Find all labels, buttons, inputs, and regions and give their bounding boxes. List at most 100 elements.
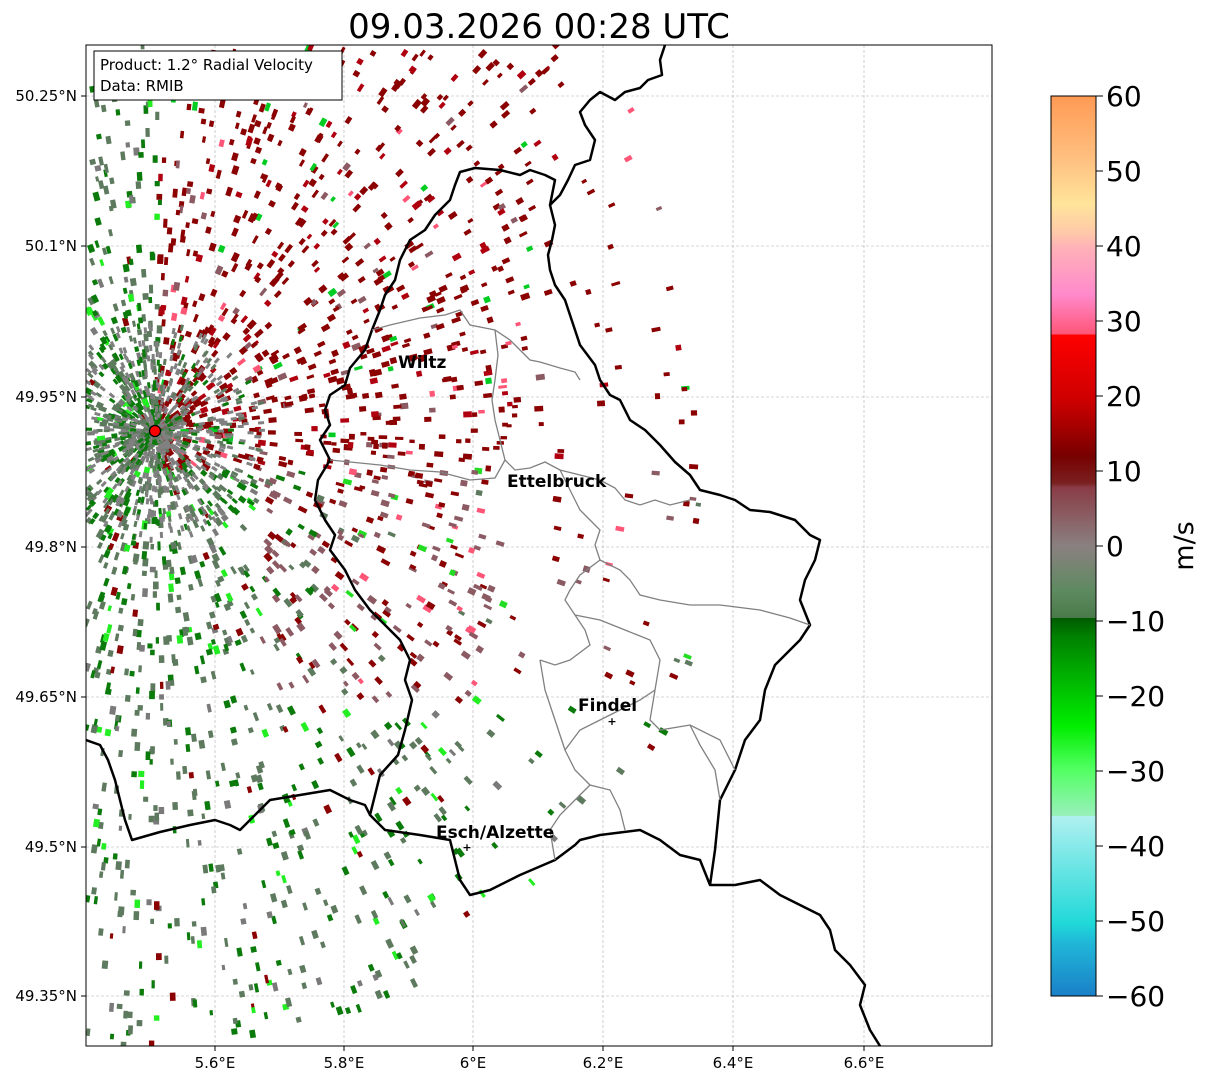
echo-pixel xyxy=(420,93,428,100)
echo-pixel xyxy=(121,394,128,402)
echo-pixel xyxy=(505,340,512,346)
echo-pixel xyxy=(692,517,700,525)
echo-pixel xyxy=(479,349,487,355)
place-label-findel: Findel xyxy=(578,696,637,716)
echo-pixel xyxy=(144,371,149,378)
echo-pixel xyxy=(352,203,362,213)
echo-pixel xyxy=(358,405,367,412)
echo-pixel xyxy=(463,775,473,785)
echo-pixel xyxy=(330,131,337,139)
echo-pixel xyxy=(160,405,168,413)
echo-pixel xyxy=(269,276,280,287)
echo-pixel xyxy=(378,435,388,440)
echo-pixel xyxy=(132,452,140,460)
echo-pixel xyxy=(121,597,128,606)
echo-pixel xyxy=(249,1029,257,1039)
echo-pixel xyxy=(139,780,145,789)
echo-pixel xyxy=(121,416,129,422)
echo-pixel xyxy=(464,805,471,812)
echo-pixel xyxy=(249,627,256,634)
echo-pixel xyxy=(519,214,528,223)
echo-pixel xyxy=(132,609,139,617)
colorbar-tick-label: 60 xyxy=(1106,80,1142,113)
echo-pixel xyxy=(388,796,397,806)
echo-pixel xyxy=(424,753,432,762)
echo-pixel xyxy=(255,962,261,972)
echo-pixel xyxy=(184,413,192,421)
echo-pixel xyxy=(148,297,153,304)
echo-pixel xyxy=(127,430,134,435)
echo-pixel xyxy=(174,501,179,508)
echo-pixel xyxy=(225,435,232,439)
echo-pixel xyxy=(249,427,258,432)
echo-pixel xyxy=(315,498,325,508)
echo-pixel xyxy=(249,456,256,462)
echo-pixel xyxy=(197,393,207,402)
echo-pixel xyxy=(155,953,162,961)
echo-pixel xyxy=(210,638,216,645)
radar-echoes xyxy=(86,45,702,1046)
echo-pixel xyxy=(135,370,140,378)
echo-pixel xyxy=(229,695,238,704)
echo-pixel xyxy=(381,599,389,607)
echo-pixel xyxy=(110,316,119,325)
echo-pixel xyxy=(124,120,131,127)
echo-pixel xyxy=(436,307,445,314)
echo-pixel xyxy=(205,621,213,630)
echo-pixel xyxy=(242,421,249,426)
echo-pixel xyxy=(416,621,424,628)
echo-pixel xyxy=(130,457,137,464)
echo-pixel xyxy=(111,433,118,439)
echo-pixel xyxy=(643,721,652,729)
echo-pixel xyxy=(423,332,431,339)
echo-pixel xyxy=(336,534,345,541)
echo-pixel xyxy=(274,182,283,190)
echo-pixel xyxy=(99,640,108,651)
echo-pixel xyxy=(133,520,138,528)
echo-pixel xyxy=(257,421,265,425)
echo-pixel xyxy=(154,405,159,413)
echo-pixel xyxy=(180,448,187,455)
echo-pixel xyxy=(210,670,217,680)
echo-pixel xyxy=(263,552,273,562)
echo-pixel xyxy=(182,475,189,483)
echo-pixel xyxy=(450,376,458,383)
lon-tick-label: 5.6°E xyxy=(195,1054,236,1072)
echo-pixel xyxy=(295,609,304,618)
echo-pixel xyxy=(258,477,265,483)
echo-pixel xyxy=(558,801,567,809)
echo-pixel xyxy=(101,782,107,792)
echo-pixel xyxy=(395,514,403,521)
echo-pixel xyxy=(299,964,307,974)
echo-pixel xyxy=(147,416,153,423)
echo-pixel xyxy=(139,644,145,652)
echo-pixel xyxy=(323,372,331,378)
echo-pixel xyxy=(438,101,446,109)
echo-pixel xyxy=(352,69,361,78)
echo-pixel xyxy=(263,1011,269,1020)
echo-pixel xyxy=(409,563,417,571)
echo-pixel xyxy=(115,109,121,116)
echo-pixel xyxy=(497,202,507,211)
info-box: Product: 1.2° Radial Velocity Data: RMIB xyxy=(93,50,343,101)
echo-pixel xyxy=(114,633,120,642)
echo-pixel xyxy=(95,401,104,410)
echo-pixel xyxy=(165,680,171,690)
echo-pixel xyxy=(90,844,98,854)
echo-pixel xyxy=(168,478,174,486)
echo-pixel xyxy=(201,136,207,143)
echo-pixel xyxy=(122,434,132,439)
echo-pixel xyxy=(135,428,142,432)
echo-pixel xyxy=(363,318,370,324)
echo-pixel xyxy=(410,684,420,694)
echo-pixel xyxy=(415,139,424,148)
echo-pixel xyxy=(209,417,217,422)
echo-pixel xyxy=(136,171,143,181)
echo-pixel xyxy=(149,251,155,261)
echo-pixel xyxy=(181,443,188,449)
echo-pixel xyxy=(150,399,154,406)
echo-pixel xyxy=(344,618,351,626)
echo-pixel xyxy=(175,493,181,501)
echo-pixel xyxy=(469,349,479,356)
echo-pixel xyxy=(409,741,418,750)
